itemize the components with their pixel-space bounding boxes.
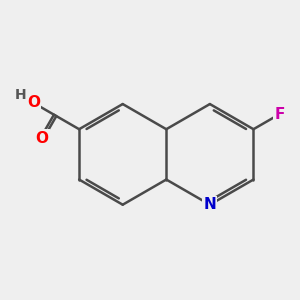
- Text: O: O: [27, 95, 40, 110]
- Text: F: F: [274, 106, 285, 122]
- Text: O: O: [35, 130, 49, 146]
- Text: H: H: [15, 88, 26, 102]
- Text: N: N: [203, 197, 216, 212]
